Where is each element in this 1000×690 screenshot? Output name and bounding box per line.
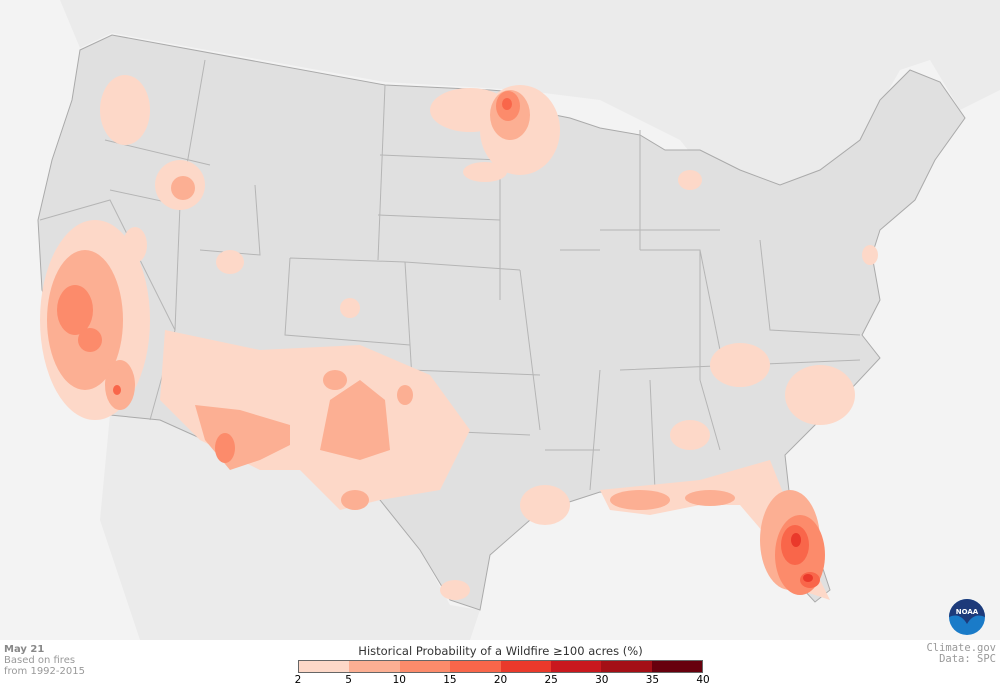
legend-swatch: [299, 661, 350, 672]
legend-swatch: [349, 661, 400, 672]
legend-swatch: [601, 661, 652, 672]
caption-line-1: Based on fires: [4, 655, 76, 666]
legend-ticks: 2 5 10 15 20 25 30 35 40: [294, 673, 710, 687]
credit-climate-gov: Climate.gov: [926, 642, 996, 654]
legend-swatch: [651, 661, 702, 672]
noaa-logo-text: NOAA: [956, 608, 979, 616]
legend-color-bar: [298, 660, 703, 673]
state-borders: [39, 59, 861, 491]
legend-tick-label: 20: [493, 674, 508, 686]
legend-swatch: [550, 661, 602, 672]
legend-tick-label: 35: [645, 674, 660, 686]
legend-swatch: [500, 661, 551, 672]
color-legend: Historical Probability of a Wildfire ≥10…: [294, 644, 710, 687]
mexico-land: [100, 415, 480, 640]
caption-line-2: from 1992-2015: [4, 666, 85, 677]
legend-tick-label: 10: [392, 674, 406, 686]
legend-tick-label: 15: [443, 674, 457, 686]
legend-tick-label: 2: [294, 674, 302, 686]
credits: Climate.gov Data: SPC: [926, 643, 996, 665]
legend-title: Historical Probability of a Wildfire ≥10…: [358, 644, 643, 658]
noaa-logo: NOAA: [949, 599, 985, 635]
legend-tick-label: 40: [696, 674, 710, 686]
wildfire-probability-map: [0, 0, 1000, 640]
legend-swatch: [450, 661, 501, 672]
map-date: May 21: [4, 644, 45, 655]
legend-tick-label: 25: [544, 674, 558, 686]
fire-probability-areas: [40, 75, 878, 600]
legend-tick-label: 5: [345, 674, 352, 686]
credit-data-source: Data: SPC: [939, 653, 996, 665]
legend-swatch: [399, 661, 451, 672]
map-caption: May 21 Based on fires from 1992-2015: [4, 644, 85, 677]
legend-tick-label: 30: [595, 674, 609, 686]
